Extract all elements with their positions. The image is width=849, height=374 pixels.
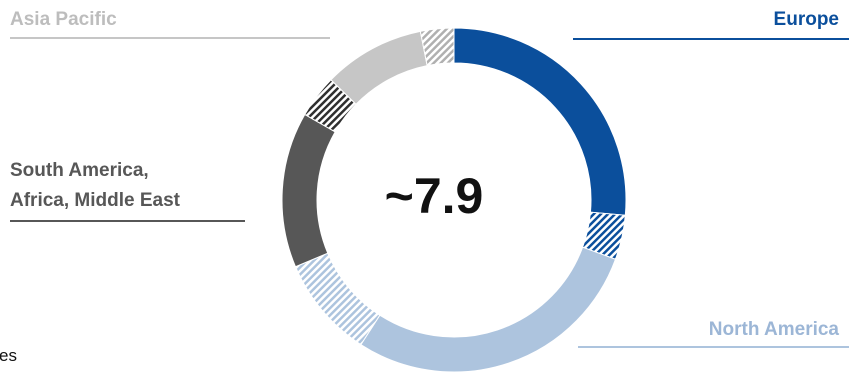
donut-segment-north-america-hatched xyxy=(294,252,381,346)
legend-rule-europe xyxy=(573,38,849,40)
legend-rule-north-america xyxy=(578,346,849,348)
legend-label-south-america-line1: South America, xyxy=(10,160,149,181)
clipped-text-fragment: es xyxy=(0,346,17,365)
legend-label-asia-pacific: Asia Pacific xyxy=(10,9,117,30)
donut-segment-south-america-africa-middle-east-solid xyxy=(281,113,336,268)
donut-segment-asia-pacific-solid xyxy=(330,30,428,105)
donut-segment-north-america-solid xyxy=(360,246,617,373)
legend-label-north-america: North America xyxy=(708,319,839,340)
center-total-label: ~7.9 xyxy=(384,168,484,224)
legend-rule-south-america xyxy=(10,220,245,222)
legend-label-europe: Europe xyxy=(773,9,839,30)
legend-rule-asia-pacific xyxy=(10,37,330,39)
donut-segments xyxy=(281,27,627,373)
legend-label-south-america-line2: Africa, Middle East xyxy=(10,190,180,211)
donut-segment-asia-pacific-hatched xyxy=(419,27,455,67)
